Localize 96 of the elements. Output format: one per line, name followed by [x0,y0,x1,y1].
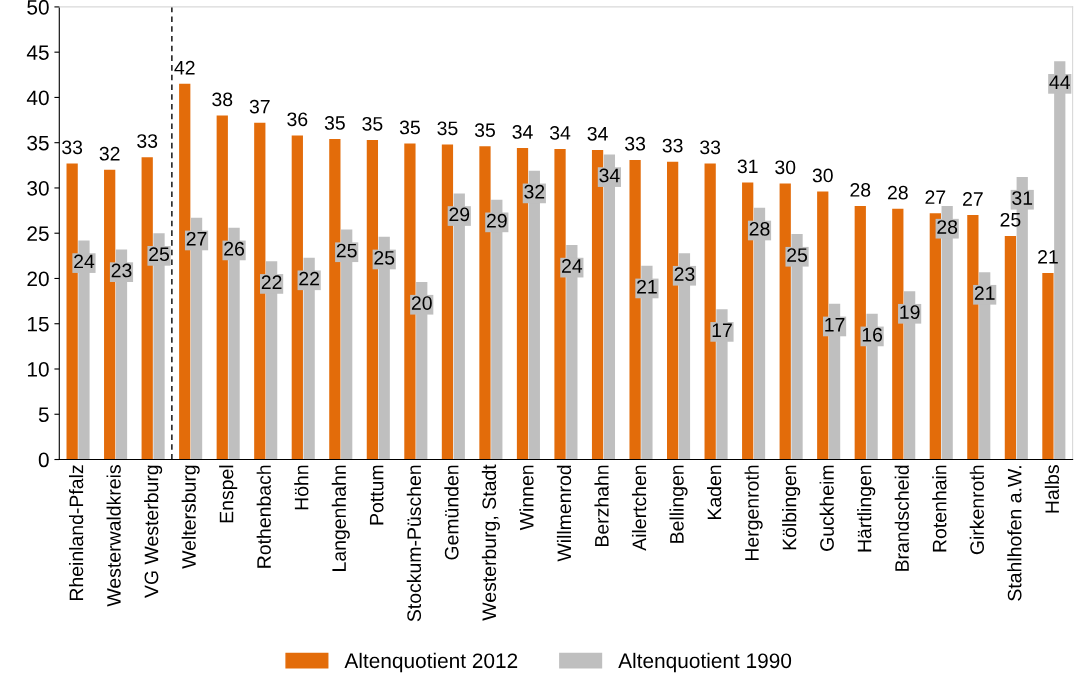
x-tick-label: Stahlhofen a.W. [1007,466,1022,601]
x-tick-label: Kaden [707,465,722,519]
data-label: 35 [324,116,345,130]
data-label: 21 [1038,250,1058,264]
x-tick-label: Girkenroth [969,465,984,555]
data-label: 27 [925,190,946,204]
data-label: 44 [1049,75,1070,89]
x-tick-label: Westerwaldkreis [106,465,121,607]
data-label: 27 [963,192,983,206]
x-tick-label: Pottum [369,465,384,525]
data-label: 30 [775,160,796,175]
x-tick-label: Rothenbach [256,465,271,568]
data-label: 25 [336,243,357,258]
data-label: 23 [111,263,132,278]
x-tick-label: Westerburg, Stadt [481,464,500,621]
data-label: 37 [249,99,270,114]
x-tick-label: Langenhahn [331,465,350,571]
data-label: 29 [449,207,470,222]
data-label: 25 [1000,212,1021,227]
x-tick-label: Ailertchen [631,465,647,551]
data-label: 33 [137,134,158,148]
legend-label: Altenquotient 1990 [618,652,792,673]
data-label: 26 [224,241,245,256]
x-tick-label: Rheinland-Pfalz [68,465,84,601]
data-label: 33 [62,140,83,155]
data-label: 28 [749,221,770,236]
data-label: 25 [149,247,170,262]
y-tick-label: 25 [27,226,49,241]
y-tick-label: 10 [27,362,49,377]
y-tick-label: 30 [27,180,49,196]
x-tick-label: Weltersburg [181,465,200,569]
data-label: 23 [674,267,695,281]
data-label: 35 [399,120,420,135]
x-tick-label: Hergenroth [744,465,763,561]
x-tick-label: Höhn [294,465,309,510]
data-label: 25 [787,248,808,262]
x-tick-label: Berzhahn [594,465,609,547]
x-tick-label: VG Westerburg [144,465,163,598]
x-tick-label: Enspel [219,465,238,523]
x-tick-label: Winnen [519,465,534,531]
x-tick-label: Brandscheid [894,465,909,571]
x-tick-label: Härtlingen [857,465,876,552]
data-label: 29 [486,213,507,228]
data-label: 34 [549,125,571,140]
x-tick-label: Stockum-Püschen [406,465,422,622]
x-tick-label: Bellingen [669,465,688,543]
data-label: 21 [637,279,657,294]
data-label: 19 [900,305,920,320]
data-label: 38 [212,92,233,107]
data-label: 35 [474,123,495,138]
data-label: 33 [625,136,646,151]
data-label: 33 [662,138,683,153]
data-label: 28 [887,185,908,200]
x-tick-label: Gemünden [444,465,459,560]
y-tick-label: 50 [27,0,49,15]
y-tick-label: 15 [27,316,49,332]
y-tick-label: 35 [27,135,49,151]
y-tick-label: 45 [26,45,49,60]
data-label: 24 [562,259,583,273]
x-tick-label: Kölbingen [782,465,801,550]
data-label: 30 [812,168,833,183]
data-label: 22 [299,271,319,286]
x-tick-label: Halbs [1044,465,1060,513]
y-tick-label: 5 [38,407,49,423]
data-label: 35 [362,116,383,131]
x-tick-label: Guckheim [819,465,834,551]
data-label: 25 [374,250,395,265]
y-tick-label: 40 [26,90,49,106]
data-label: 33 [700,140,721,155]
x-tick-label: Rotenhain [932,465,947,552]
data-label: 24 [74,254,95,269]
data-label: 35 [437,121,458,136]
data-label: 34 [587,126,608,141]
data-label: 42 [174,60,195,75]
bar [1042,273,1054,460]
bar [1004,235,1017,460]
data-label: 34 [512,125,533,139]
y-tick-label: 20 [27,271,49,287]
data-label: 32 [524,184,545,199]
data-label: 28 [850,183,871,197]
data-label: 16 [862,327,883,342]
data-label: 21 [974,286,995,300]
data-label: 17 [712,323,732,337]
data-label: 28 [937,220,958,234]
data-label: 17 [825,318,845,332]
data-label: 32 [99,146,120,161]
data-label: 34 [599,168,620,183]
data-label: 22 [261,275,282,289]
legend-label: Altenquotient 2012 [344,652,518,673]
data-label: 20 [411,296,432,310]
data-label: 31 [737,159,758,174]
data-label: 27 [186,231,207,246]
data-label: 36 [287,112,308,127]
data-label: 31 [1012,191,1033,205]
x-tick-label: Willmenrod [556,465,572,562]
y-tick-label: 0 [38,452,49,468]
